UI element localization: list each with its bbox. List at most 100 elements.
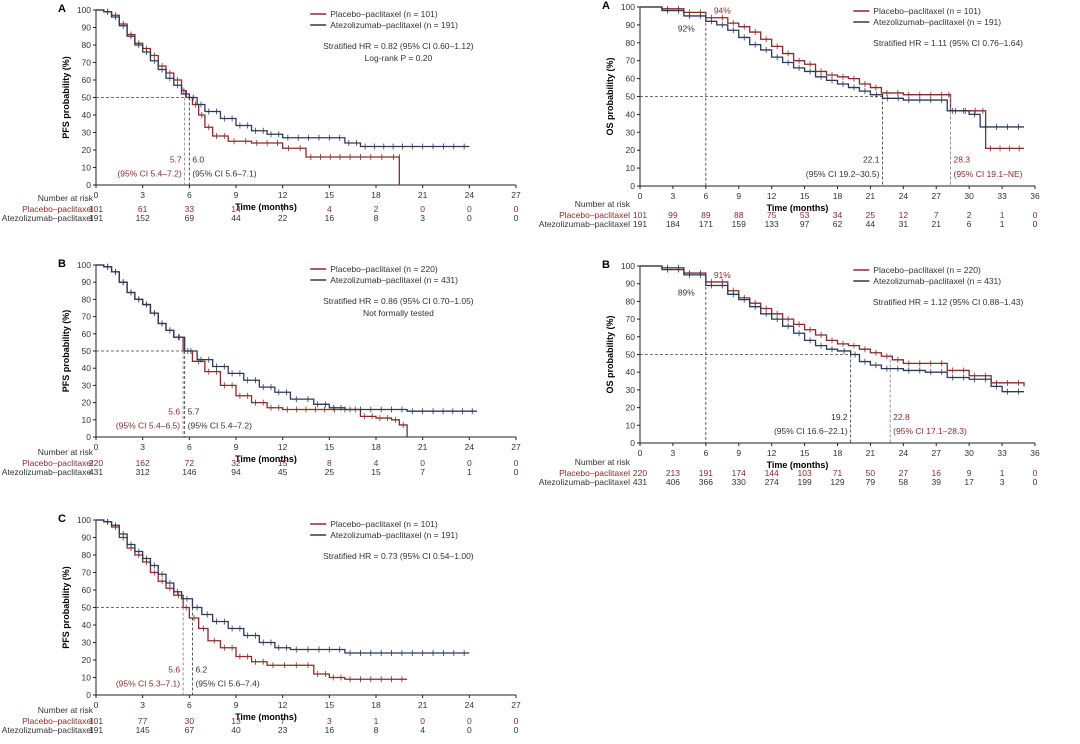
chart-os-a-stats-line-0: Stratified HR = 1.11 (95% CI 0.76–1.64) [873,38,1023,48]
chart-os-b-risk-value: 0 [1033,477,1038,487]
chart-os-a-x-tick-label: 21 [866,191,876,201]
chart-os-a-risk-row-label-1: Atezolizumab–paclitaxel [539,219,630,229]
chart-pfs-b-y-tick-label: 0 [86,432,91,442]
chart-pfs-c-y-tick-label: 50 [82,603,92,613]
chart-pfs-b-series-line-atezo [96,264,478,412]
chart-os-b-risk-value: 220 [633,468,647,478]
chart-os-a-median-ci-placebo: (95% CI 19.1–NE) [954,169,1023,179]
chart-os-b-risk-value: 79 [866,477,876,487]
chart-os-a-risk-value: 133 [765,219,779,229]
chart-pfs-b-risk-value: 15 [371,467,381,477]
chart-pfs-a-y-tick-label: 100 [77,5,91,15]
chart-os-b-x-tick-label: 0 [638,448,643,458]
chart-pfs-c-risk-value: 0 [467,716,472,726]
chart-os-b-legend-entry-1: Atezolizumab–paclitaxel (n = 431) [873,276,1001,286]
chart-pfs-a-y-tick-label: 40 [82,110,92,120]
chart-os-a-x-tick-label: 0 [638,191,643,201]
chart-pfs-c-x-tick-label: 24 [465,700,475,710]
chart-os-b-risk-value: 1 [1000,468,1005,478]
chart-pfs-b-stats-line-1: Not formally tested [363,308,434,318]
chart-os-a-risk-value: 53 [800,210,810,220]
chart-pfs-c-y-tick-label: 80 [82,550,92,560]
chart-os-b-risk-value: 274 [765,477,779,487]
chart-pfs-a-risk-value: 3 [420,213,425,223]
chart-os-a-risk-value: 31 [899,219,909,229]
chart-os-a-y-tick-label: 100 [621,2,635,12]
chart-pfs-a-x-tick-label: 18 [371,190,381,200]
chart-os-a-risk-value: 97 [800,219,810,229]
chart-pfs-a-risk-value: 7 [280,204,285,214]
chart-pfs-b-y-tick-label: 90 [82,277,92,287]
chart-os-a-y-axis-label: OS probability (%) [605,57,615,135]
chart-pfs-b-y-tick-label: 40 [82,363,92,373]
chart-pfs-a-y-axis-label: PFS probability (%) [61,56,71,139]
chart-pfs-c-median-ci-placebo: (95% CI 5.3–7.1) [116,678,180,688]
chart-pfs-a-risk-value: 191 [89,213,103,223]
chart-os-a-y-tick-label: 70 [626,56,636,66]
chart-pfs-a-y-tick-label: 0 [86,180,91,190]
chart-pfs-c-x-tick-label: 0 [94,700,99,710]
chart-pfs-b-risk-row-label-0: Placebo–paclitaxel [22,458,93,468]
chart-pfs-b-median-ci-placebo: (95% CI 5.4–6.5) [116,420,180,430]
chart-os-a-series-line-placebo [640,6,1025,150]
chart-os-b-x-axis-label: Time (months) [767,460,829,470]
chart-pfs-a-median-value-placebo: 5.7 [170,154,182,164]
chart-pfs-b-risk-value: 312 [136,467,150,477]
chart-os-a-risk-title: Number at risk [575,199,631,209]
chart-os-b-y-tick-label: 60 [626,332,636,342]
chart-pfs-c-risk-value: 13 [231,716,241,726]
chart-os-b-panel-letter: B [602,259,610,271]
chart-pfs-a-risk-value: 152 [136,213,150,223]
chart-os-a-y-tick-label: 90 [626,20,636,30]
chart-os-b-x-tick-label: 36 [1030,448,1040,458]
chart-pfs-a-risk-value: 33 [185,204,195,214]
chart-pfs-a-x-tick-label: 0 [94,190,99,200]
chart-pfs-b-risk-value: 45 [278,467,288,477]
chart-pfs-c-risk-value: 77 [138,716,148,726]
chart-pfs-c-y-tick-label: 60 [82,585,92,595]
chart-pfs-c-median-value-placebo: 5.6 [168,664,180,674]
chart-pfs-c-x-tick-label: 27 [511,700,521,710]
chart-pfs-b-y-axis-label: PFS probability (%) [61,310,71,393]
chart-pfs-c-median-ci-atezo: (95% CI 5.6–7.4) [195,678,259,688]
chart-os-a-y-tick-label: 10 [626,163,636,173]
chart-os-b-y-tick-label: 70 [626,314,636,324]
chart-pfs-c-risk-value: 0 [420,716,425,726]
chart-os-b-y-tick-label: 10 [626,420,636,430]
chart-pfs-a-x-tick-label: 12 [278,190,288,200]
chart-pfs-c-median-value-atezo: 6.2 [195,664,207,674]
chart-os-b-median-value-placebo: 22.8 [893,412,910,422]
chart-pfs-b-risk-row-label-1: Atezolizumab–paclitaxel [2,467,93,477]
chart-pfs-a-median-ci-atezo: (95% CI 5.6–7.1) [192,168,256,178]
chart-os-b-risk-value: 330 [732,477,746,487]
chart-pfs-c-risk-row-label-0: Placebo–paclitaxel [22,716,93,726]
chart-os-b-stats-line-0: Stratified HR = 1.12 (95% CI 0.88–1.43) [873,297,1024,307]
chart-pfs-c-risk-value: 23 [278,725,288,735]
chart-pfs-a-y-tick-label: 50 [82,93,92,103]
chart-pfs-b-risk-value: 220 [89,458,103,468]
chart-os-a-risk-value: 0 [1033,210,1038,220]
chart-os-a-risk-value: 159 [732,219,746,229]
chart-os-b-y-tick-label: 100 [621,261,635,271]
chart-os-b-risk-value: 144 [765,468,779,478]
chart-pfs-b-y-tick-label: 30 [82,380,92,390]
chart-pfs-b-y-tick-label: 10 [82,415,92,425]
chart-pfs-b-x-tick-label: 27 [511,442,521,452]
chart-pfs-a-risk-title: Number at risk [38,193,94,203]
chart-pfs-a-stats-line-0: Stratified HR = 0.82 (95% CI 0.60–1.12) [323,41,474,51]
chart-pfs-b-y-tick-label: 50 [82,346,92,356]
chart-pfs-c-x-tick-label: 21 [418,700,428,710]
chart-os-a-risk-value: 0 [1033,219,1038,229]
chart-os-a-x-tick-label: 18 [833,191,843,201]
chart-pfs-b-risk-value: 15 [278,458,288,468]
chart-os-a-risk-value: 1 [1000,219,1005,229]
chart-pfs-a-legend-entry-0: Placebo–paclitaxel (n = 101) [330,9,438,19]
chart-os-a-risk-value: 62 [833,219,843,229]
chart-pfs-a-x-tick-label: 15 [325,190,335,200]
chart-pfs-c-x-axis-label: Time (months) [235,712,297,722]
chart-os-b-median-ci-atezo: (95% CI 16.6–22.1) [774,426,848,436]
chart-pfs-c-y-tick-label: 10 [82,673,92,683]
chart-pfs-a-risk-value: 14 [231,204,241,214]
chart-os-a-y-tick-label: 60 [626,74,636,84]
